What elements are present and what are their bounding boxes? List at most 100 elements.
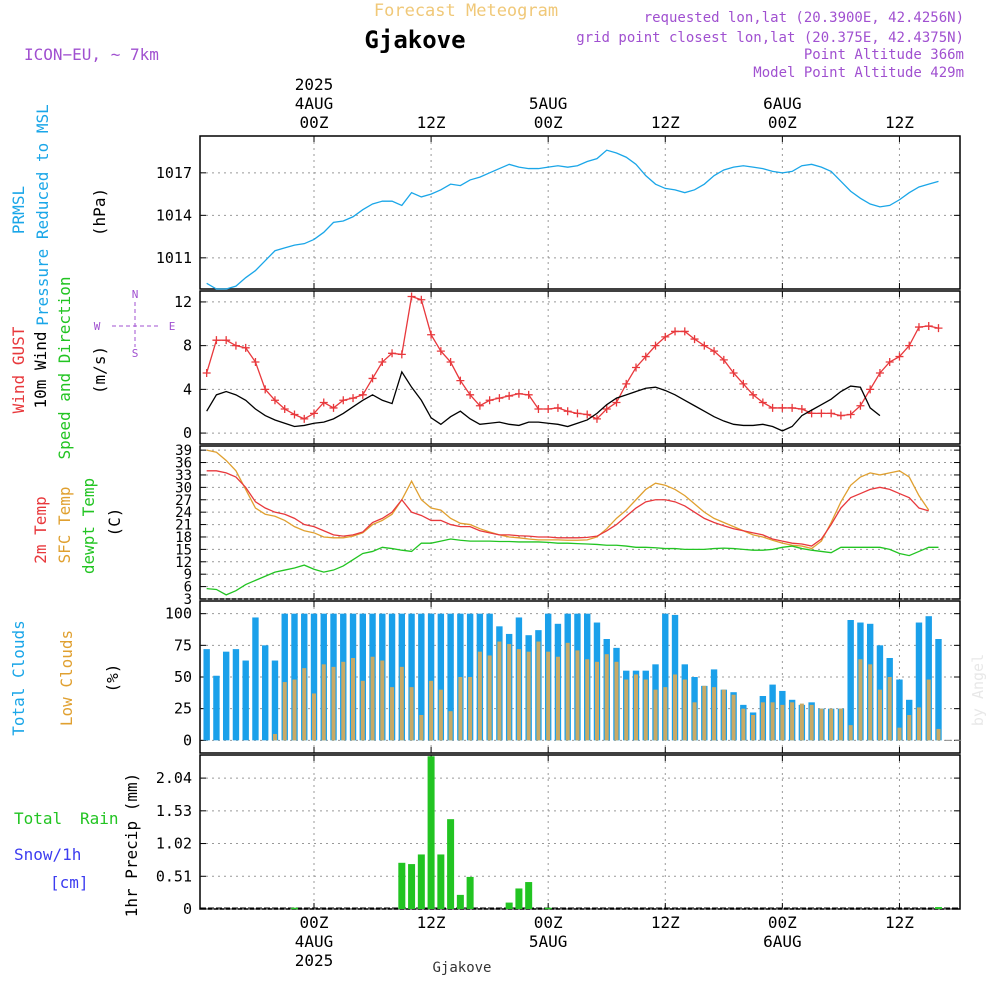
gust-marker bbox=[866, 385, 875, 394]
low-cloud-bar bbox=[555, 656, 560, 741]
ytick-label: 1017 bbox=[156, 164, 192, 182]
gust-marker bbox=[329, 403, 338, 412]
ytick-label: 0 bbox=[183, 731, 192, 749]
low-cloud-bar bbox=[331, 666, 336, 741]
precip-bar bbox=[447, 819, 455, 909]
total-cloud-bar bbox=[896, 679, 903, 741]
bottom-time-label: 2025 bbox=[295, 951, 334, 970]
low-cloud-bar bbox=[390, 687, 395, 741]
low-cloud-bar bbox=[868, 664, 873, 741]
ytick-label: 6 bbox=[184, 580, 192, 596]
low-cloud-bar bbox=[780, 704, 785, 741]
low-cloud-bar bbox=[790, 702, 795, 741]
compass-s: S bbox=[132, 347, 139, 360]
low-cloud-bar bbox=[819, 708, 824, 741]
temp-2m-line bbox=[206, 470, 929, 547]
gust-marker bbox=[310, 409, 318, 418]
total-cloud-bar bbox=[408, 613, 415, 741]
low-cloud-bar bbox=[341, 661, 346, 741]
total-cloud-bar bbox=[925, 616, 932, 741]
gust-marker bbox=[895, 352, 904, 361]
gust-marker bbox=[729, 368, 738, 377]
requested-coords: requested lon,lat (20.3900E, 42.4256N) bbox=[644, 10, 964, 26]
precip-bar bbox=[417, 854, 425, 909]
pressure-label-2: Pressure Reduced to MSL bbox=[33, 104, 52, 326]
low-cloud-bar bbox=[692, 702, 697, 741]
gust-marker bbox=[475, 401, 484, 410]
temp-unit: (C) bbox=[105, 508, 124, 537]
gust-marker bbox=[768, 403, 777, 412]
total-cloud-bar bbox=[281, 613, 288, 741]
pressure-label-1: PRMSL bbox=[9, 186, 28, 234]
low-cloud-bar bbox=[858, 659, 863, 741]
gust-marker bbox=[563, 407, 572, 416]
gust-marker bbox=[632, 363, 640, 372]
gust-marker bbox=[924, 321, 933, 330]
sfc-temp-line bbox=[206, 449, 930, 550]
bottom-time-label: 5AUG bbox=[529, 932, 568, 951]
ytick-label: 0 bbox=[183, 424, 192, 442]
gust-marker bbox=[388, 349, 397, 358]
wind-line bbox=[206, 370, 881, 432]
gust-marker bbox=[602, 405, 611, 414]
gust-marker bbox=[797, 405, 806, 414]
total-cloud-bar bbox=[310, 613, 318, 741]
wind-label: 10m Wind bbox=[31, 331, 50, 408]
bottom-time-label: 12Z bbox=[885, 913, 914, 932]
point-altitude: Point Altitude 366m bbox=[804, 47, 964, 63]
bottom-time-label: 00Z bbox=[534, 913, 563, 932]
gust-marker bbox=[270, 396, 279, 405]
temp-label-2: SFC Temp bbox=[55, 486, 74, 563]
gust-marker bbox=[378, 358, 387, 367]
ytick-label: 36 bbox=[175, 456, 192, 472]
ytick-label: 24 bbox=[175, 505, 192, 521]
total-cloud-bar bbox=[447, 613, 454, 741]
panel-frame-temp bbox=[199, 445, 961, 600]
gust-marker bbox=[758, 398, 767, 407]
low-cloud-bar bbox=[760, 702, 765, 741]
low-cloud-bar bbox=[673, 674, 678, 741]
low-cloud-bar bbox=[312, 693, 316, 741]
top-time-label: 12Z bbox=[417, 113, 446, 132]
gust-marker bbox=[397, 350, 406, 359]
precip-label-snow: Snow/1h bbox=[14, 845, 81, 864]
gust-marker bbox=[905, 341, 914, 350]
location-title: Gjakove bbox=[364, 26, 465, 54]
precip-bar bbox=[466, 876, 474, 909]
gust-marker bbox=[231, 341, 240, 350]
total-cloud-bar bbox=[291, 613, 298, 741]
low-cloud-bar bbox=[448, 711, 453, 741]
low-cloud-bar bbox=[702, 685, 707, 741]
gust-marker bbox=[680, 327, 689, 336]
low-cloud-bar bbox=[585, 659, 590, 741]
bottom-time-label: 12Z bbox=[651, 913, 680, 932]
ytick-label: 2.04 bbox=[156, 769, 192, 787]
ytick-label: 75 bbox=[174, 636, 192, 654]
supertitle: Forecast Meteogram bbox=[374, 1, 558, 21]
gust-marker bbox=[690, 335, 699, 344]
ytick-label: 12 bbox=[174, 293, 192, 311]
ytick-label: 100 bbox=[165, 605, 192, 623]
low-cloud-bar bbox=[624, 679, 629, 741]
gust-marker bbox=[836, 411, 845, 420]
precip-label-rain: Rain bbox=[80, 809, 119, 828]
low-cloud-bar bbox=[487, 655, 492, 741]
gust-marker bbox=[319, 398, 328, 407]
low-cloud-bar bbox=[526, 651, 531, 741]
low-cloud-bar bbox=[438, 689, 443, 741]
gust-marker bbox=[300, 414, 309, 423]
low-cloud-bar bbox=[594, 661, 599, 741]
wind-dir-label: Speed and Direction bbox=[55, 276, 74, 459]
gust-marker bbox=[641, 352, 650, 361]
low-cloud-bar bbox=[887, 677, 892, 741]
top-time-label: 00Z bbox=[768, 113, 797, 132]
low-cloud-bar bbox=[721, 689, 726, 741]
grid-lines bbox=[200, 136, 960, 910]
gust-marker bbox=[212, 336, 221, 345]
gust-marker bbox=[914, 323, 923, 332]
precip-label-total: Total bbox=[14, 809, 62, 828]
total-cloud-bar bbox=[935, 639, 942, 741]
low-cloud-bar bbox=[575, 650, 580, 741]
gust-marker bbox=[222, 336, 231, 345]
axis-labels: 1011101410170481236912151821242730333639… bbox=[156, 75, 914, 970]
